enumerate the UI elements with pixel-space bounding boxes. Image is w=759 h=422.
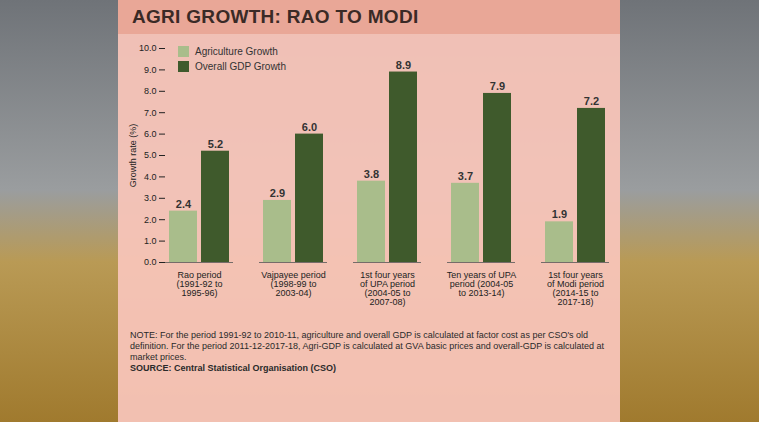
svg-text:7.2: 7.2: [584, 95, 599, 107]
svg-text:3.0: 3.0: [144, 193, 157, 203]
svg-text:1st four yearsof Modi period(2: 1st four yearsof Modi period(2014-15 to2…: [547, 270, 604, 307]
svg-text:1.0: 1.0: [144, 236, 157, 246]
svg-text:6.0: 6.0: [302, 121, 317, 133]
svg-text:1.9: 1.9: [552, 208, 567, 220]
html-text:AGRI GROWTH: RAO TO MODI: AGRI GROWTH: RAO TO MODI: [132, 6, 419, 27]
svg-text:5.2: 5.2: [208, 138, 223, 150]
svg-text:Growth rate (%): Growth rate (%): [128, 124, 138, 188]
svg-text:1st four yearsof UPA period(20: 1st four yearsof UPA period(2004-05 to20…: [360, 270, 415, 307]
svg-text:0.0: 0.0: [144, 257, 157, 267]
svg-text:8.0: 8.0: [144, 86, 157, 96]
svg-text:7.9: 7.9: [490, 80, 505, 92]
svg-text:3.8: 3.8: [364, 168, 379, 180]
html-text:NOTE: For the period 1991-92 t: NOTE: For the period 1991-92 to 2010-11,…: [130, 330, 605, 362]
svg-text:3.7: 3.7: [458, 170, 473, 182]
svg-text:2.4: 2.4: [176, 198, 192, 210]
html-text:SOURCE: Central Statistical Or: SOURCE: Central Statistical Organisation…: [130, 363, 336, 373]
html-text:Agriculture Growth: Agriculture Growth: [195, 46, 278, 57]
svg-text:9.0: 9.0: [144, 65, 157, 75]
svg-text:4.0: 4.0: [144, 172, 157, 182]
svg-text:Rao period(1991-92 to1995-96): Rao period(1991-92 to1995-96): [176, 270, 222, 298]
svg-text:8.9: 8.9: [396, 59, 411, 71]
svg-text:7.0: 7.0: [144, 108, 157, 118]
svg-text:6.0: 6.0: [144, 129, 157, 139]
html-text:Overall GDP Growth: Overall GDP Growth: [195, 61, 286, 72]
svg-text:2.0: 2.0: [144, 215, 157, 225]
svg-text:5.0: 5.0: [144, 150, 157, 160]
svg-text:2.9: 2.9: [270, 187, 285, 199]
svg-text:10.0: 10.0: [139, 43, 157, 53]
svg-text:Ten years of UPAperiod (2004-0: Ten years of UPAperiod (2004-05to 2013-1…: [447, 270, 516, 298]
svg-text:Vajpayee period(1998-99 to2003: Vajpayee period(1998-99 to2003-04): [261, 270, 325, 298]
